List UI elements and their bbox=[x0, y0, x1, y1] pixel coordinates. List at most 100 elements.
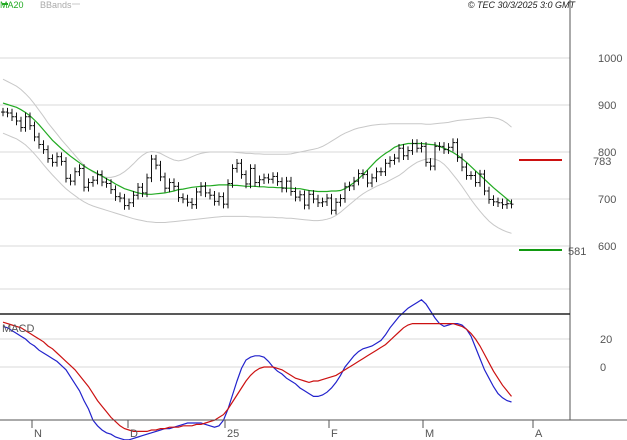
price-bar bbox=[230, 164, 235, 188]
price-y-tick-label: 600 bbox=[598, 241, 616, 253]
price-bar bbox=[248, 164, 253, 189]
price-bar bbox=[50, 154, 55, 167]
macd-y-tick-label: 0 bbox=[600, 362, 606, 374]
price-bar bbox=[212, 191, 217, 206]
price-bar bbox=[86, 178, 91, 192]
price-bar bbox=[397, 144, 401, 163]
price-bar bbox=[289, 176, 293, 196]
macd-line bbox=[2, 299, 512, 440]
price-bar bbox=[446, 143, 451, 154]
price-bar bbox=[311, 190, 316, 204]
price-bar bbox=[10, 108, 14, 121]
price-bar bbox=[347, 181, 352, 192]
legend-label-ma20: MA20 bbox=[0, 0, 24, 10]
price-bar bbox=[424, 142, 428, 167]
price-bar bbox=[410, 139, 415, 155]
price-bar bbox=[190, 198, 194, 209]
price-bar bbox=[379, 167, 383, 176]
price-bar bbox=[455, 138, 460, 162]
x-tick-labels: N D 25 F M A bbox=[31, 420, 543, 440]
price-bar bbox=[433, 142, 437, 171]
price-bar bbox=[140, 183, 145, 198]
price-bar bbox=[199, 182, 203, 197]
price-bar bbox=[406, 146, 410, 160]
price-bar bbox=[478, 169, 482, 187]
price-bar bbox=[284, 176, 289, 193]
price-bar bbox=[37, 132, 41, 149]
price-bar bbox=[298, 190, 302, 202]
x-tick-label: M bbox=[425, 428, 434, 440]
price-bar bbox=[320, 197, 325, 207]
price-bar bbox=[208, 188, 212, 200]
price-bar bbox=[271, 172, 275, 184]
price-bar bbox=[19, 116, 23, 132]
price-bar bbox=[491, 195, 496, 207]
price-bar bbox=[343, 182, 347, 203]
price-bar bbox=[28, 112, 32, 130]
price-bar bbox=[293, 187, 298, 202]
price-bar bbox=[46, 145, 50, 163]
price-bar bbox=[167, 178, 172, 193]
price-bar bbox=[194, 187, 199, 209]
price-bar bbox=[280, 177, 284, 193]
legend: MA20 BBands bbox=[0, 0, 80, 10]
price-bar bbox=[95, 170, 100, 185]
price-bar bbox=[145, 173, 149, 198]
price-bar bbox=[73, 167, 77, 186]
price-bars bbox=[1, 107, 514, 215]
price-y-tick-label: 900 bbox=[598, 100, 616, 112]
price-bar bbox=[509, 199, 514, 209]
price-bar bbox=[428, 158, 433, 171]
bbands-lower-line bbox=[2, 132, 512, 234]
price-bar bbox=[104, 177, 109, 188]
x-tick-label: 25 bbox=[227, 428, 239, 440]
price-bar bbox=[401, 144, 406, 160]
x-tick-label: N bbox=[34, 428, 42, 440]
price-bar bbox=[307, 190, 311, 210]
legend-label-bbands: BBands bbox=[40, 0, 72, 10]
signal-line bbox=[2, 321, 512, 432]
price-bar bbox=[91, 175, 95, 187]
price-bar bbox=[442, 142, 446, 154]
chart-frame bbox=[0, 0, 627, 421]
price-bar bbox=[68, 174, 73, 186]
price-bar bbox=[158, 160, 163, 182]
price-bar bbox=[361, 169, 365, 179]
macd-gridlines bbox=[0, 338, 570, 368]
price-bar bbox=[437, 142, 442, 151]
ma20-line bbox=[2, 102, 512, 204]
price-bar bbox=[451, 138, 455, 152]
price-bar bbox=[325, 193, 329, 207]
x-tick-label: A bbox=[535, 428, 543, 440]
macd-layer bbox=[2, 299, 512, 440]
price-bar bbox=[176, 182, 181, 202]
price-y-tick-label: 700 bbox=[598, 194, 616, 206]
price-bar bbox=[352, 176, 356, 191]
x-tick-label: F bbox=[331, 428, 338, 440]
price-bar bbox=[149, 154, 154, 183]
y-tick-labels: 1000 900 800 700 600 20 0 bbox=[598, 53, 622, 374]
price-bar bbox=[338, 194, 343, 207]
price-bar bbox=[14, 112, 19, 126]
support-label: 581 bbox=[568, 246, 586, 258]
price-bar bbox=[41, 140, 46, 154]
price-bar bbox=[244, 170, 248, 189]
price-bar bbox=[64, 157, 68, 183]
price-bar bbox=[59, 152, 64, 166]
price-bar bbox=[122, 193, 127, 210]
price-bar bbox=[505, 199, 509, 209]
price-bar bbox=[32, 121, 37, 142]
price-bar bbox=[356, 169, 361, 186]
price-bar bbox=[262, 173, 266, 184]
price-bar bbox=[163, 172, 167, 193]
price-y-tick-label: 800 bbox=[598, 147, 616, 159]
price-bar bbox=[419, 142, 424, 153]
price-bar bbox=[131, 191, 136, 207]
price-bar bbox=[469, 171, 473, 180]
resistance-label: 783 bbox=[593, 156, 611, 168]
macd-panel-title: MACD bbox=[2, 323, 34, 335]
price-bar bbox=[217, 192, 221, 206]
price-bar bbox=[239, 159, 244, 179]
price-bar bbox=[185, 194, 190, 207]
